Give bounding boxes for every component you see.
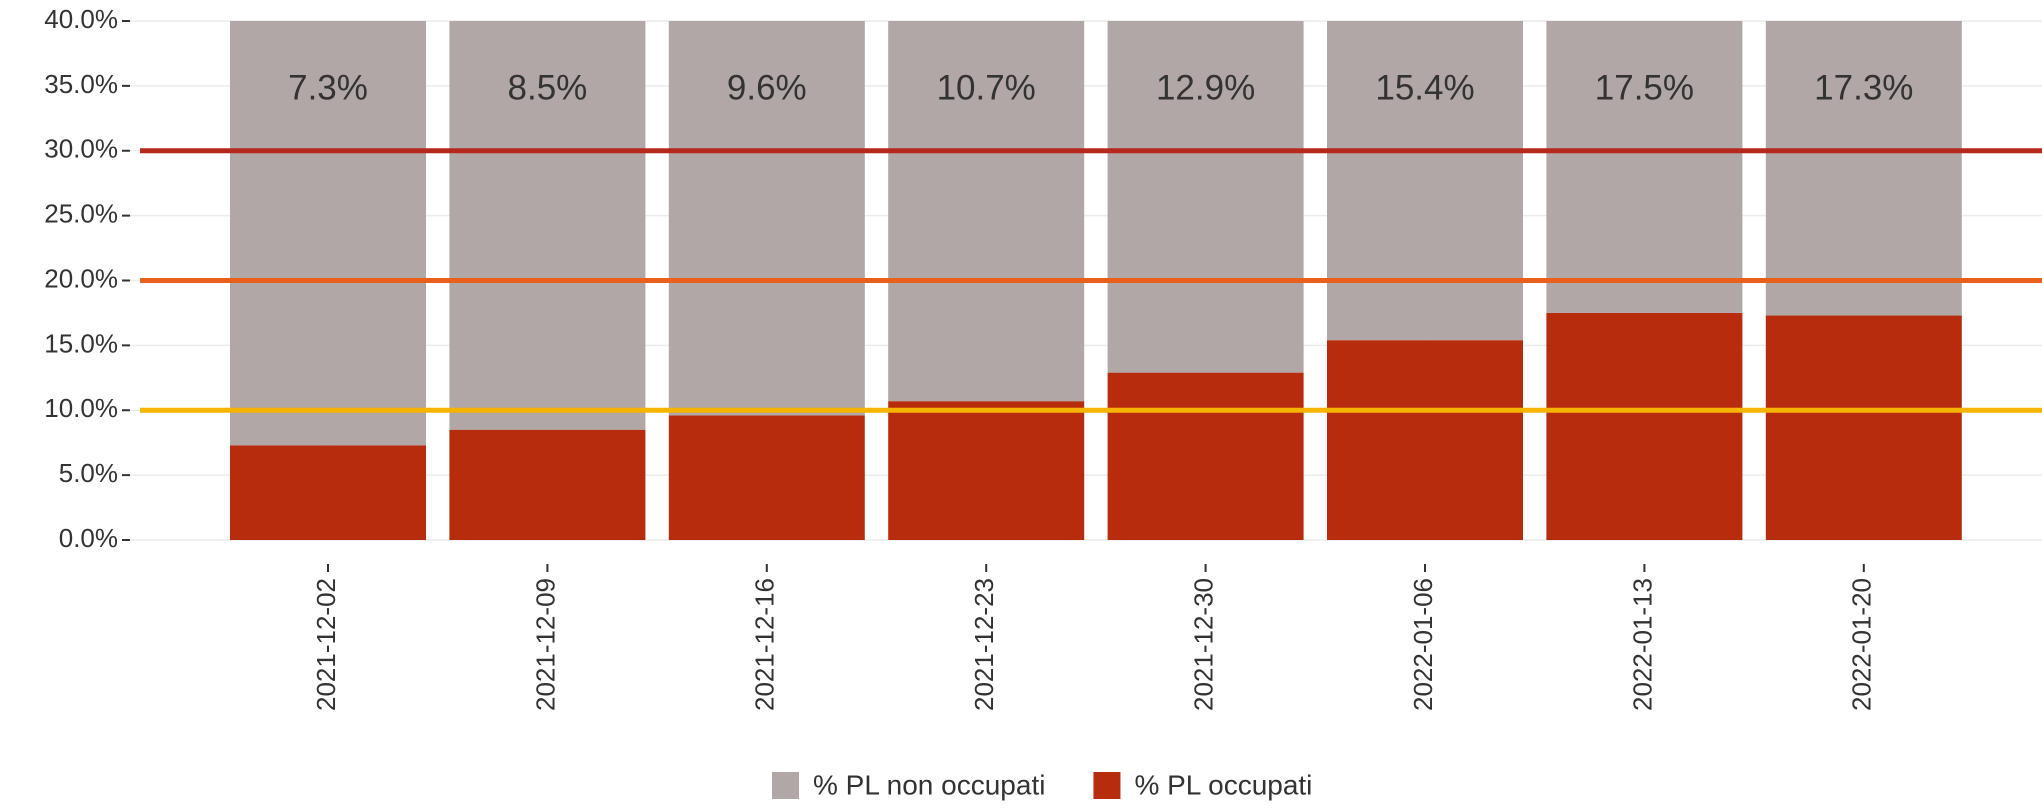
data-label: 17.3% (1814, 68, 1913, 107)
data-label: 15.4% (1375, 68, 1474, 107)
bar-segment (1327, 340, 1523, 540)
y-tick-label: 5.0% (59, 458, 118, 488)
y-tick-label: 30.0% (44, 134, 118, 164)
x-tick-label: 2022-01-13 (1627, 578, 1657, 711)
y-tick-label: 40.0% (44, 4, 118, 34)
bar-segment (1546, 312, 1743, 540)
data-label: 9.6% (727, 68, 807, 107)
data-label: 10.7% (937, 68, 1036, 107)
data-label: 7.3% (288, 68, 368, 107)
legend-label: % PL non occupati (813, 769, 1045, 800)
bar-segment (449, 429, 646, 540)
x-tick-label: 2022-01-06 (1408, 578, 1438, 711)
bar-segment (668, 415, 865, 540)
y-tick-label: 25.0% (44, 199, 118, 229)
data-label: 8.5% (508, 68, 588, 107)
bar-segment (1546, 21, 1743, 313)
y-tick-label: 15.0% (44, 328, 118, 358)
x-tick-label: 2021-12-30 (1188, 578, 1218, 711)
bar-segment (888, 21, 1085, 402)
bar-segment (1107, 372, 1304, 540)
bar-segment (230, 445, 426, 540)
bars (230, 21, 1962, 540)
bar-segment (230, 21, 426, 446)
y-tick-label: 20.0% (44, 263, 118, 293)
legend-label: % PL occupati (1134, 769, 1312, 800)
data-label: 12.9% (1156, 68, 1255, 107)
legend-swatch (772, 772, 799, 799)
x-tick-label: 2022-01-20 (1847, 578, 1877, 711)
bar-segment (1765, 315, 1962, 540)
bar-segment (1765, 21, 1962, 316)
x-tick-label: 2021-12-02 (311, 578, 341, 711)
bar-segment (449, 21, 646, 430)
bar-segment (1107, 21, 1304, 373)
x-tick-label: 2021-12-23 (969, 578, 999, 711)
data-label: 17.5% (1595, 68, 1694, 107)
y-tick-label: 35.0% (44, 69, 118, 99)
bar-segment (1327, 21, 1523, 341)
y-tick-label: 10.0% (44, 393, 118, 423)
legend-swatch (1093, 772, 1121, 799)
x-tick-label: 2021-12-16 (750, 578, 780, 711)
y-tick-label: 0.0% (59, 523, 118, 553)
x-tick-label: 2021-12-09 (530, 578, 560, 711)
bar-segment (668, 21, 865, 416)
bar-segment (888, 401, 1085, 540)
